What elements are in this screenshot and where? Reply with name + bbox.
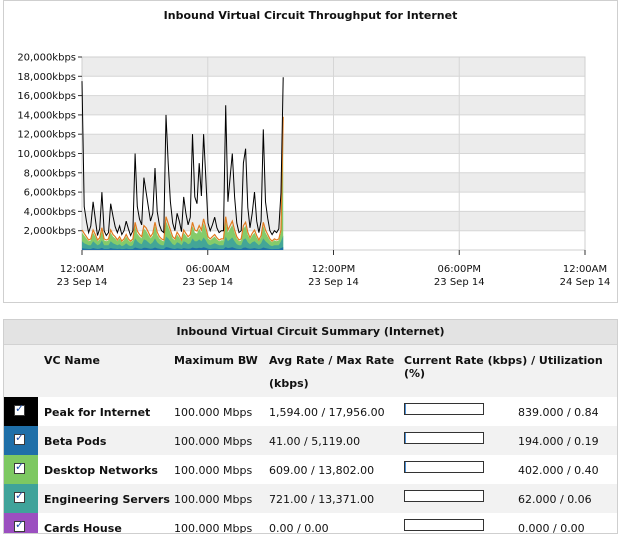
table-row: Cards House 100.000 Mbps 0.00 / 0.00 0.000 … (4, 513, 617, 534)
table-row: Engineering Servers 100.000 Mbps 721.00 / … (4, 484, 617, 513)
x-tick-time: 12:00PM (312, 264, 355, 275)
table-row: Peak for Internet 100.000 Mbps 1,594.00 / … (4, 397, 617, 426)
max-bw: 100.000 Mbps (174, 522, 252, 534)
table-row: Desktop Networks 100.000 Mbps 609.00 / 13,… (4, 455, 617, 484)
max-bw: 100.000 Mbps (174, 464, 252, 477)
x-tick-time: 12:00AM (60, 264, 104, 275)
y-tick-label: 20,000kbps (17, 53, 76, 64)
max-bw: 100.000 Mbps (174, 406, 252, 419)
throughput-chart-panel: Inbound Virtual Circuit Throughput for I… (3, 0, 618, 303)
series-checkbox[interactable] (14, 492, 25, 503)
summary-rows: Peak for Internet 100.000 Mbps 1,594.00 / … (4, 397, 617, 534)
vc-name: Desktop Networks (44, 464, 158, 477)
series-color-swatch (4, 426, 38, 455)
x-tick-time: 06:00AM (186, 264, 230, 275)
x-tick-date: 23 Sep 14 (308, 277, 359, 288)
col-header-avg-max: Avg Rate / Max Rate (269, 354, 394, 367)
summary-panel: Inbound Virtual Circuit Summary (Interne… (3, 319, 618, 534)
x-tick-date: 23 Sep 14 (434, 277, 485, 288)
avg-max-rate: 1,594.00 / 17,956.00 (269, 406, 385, 419)
y-tick-label: 2,000kbps (24, 226, 76, 237)
throughput-chart: 20,000kbps 18,000kbps 16,000kbps 14,000kbps… (4, 1, 617, 302)
y-tick-label: 6,000kbps (24, 188, 76, 199)
current-rate: 62.000 / 0.06 (518, 493, 592, 506)
utilization-bar (404, 490, 484, 502)
x-tick-date: 23 Sep 14 (182, 277, 233, 288)
max-bw: 100.000 Mbps (174, 493, 252, 506)
vc-name: Cards House (44, 522, 122, 534)
y-tick-label: 18,000kbps (17, 72, 76, 83)
series-color-swatch (4, 397, 38, 426)
utilization-bar (404, 519, 484, 531)
avg-max-rate: 41.00 / 5,119.00 (269, 435, 360, 448)
summary-title: Inbound Virtual Circuit Summary (Interne… (4, 320, 617, 345)
current-rate: 194.000 / 0.19 (518, 435, 599, 448)
current-rate: 0.000 / 0.00 (518, 522, 585, 534)
utilization-fill (405, 404, 406, 414)
series-color-swatch (4, 513, 38, 534)
x-tick-time: 12:00AM (563, 264, 607, 275)
x-tick-date: 23 Sep 14 (57, 277, 108, 288)
series-checkbox[interactable] (14, 405, 25, 416)
summary-header: VC Name Maximum BW Avg Rate / Max Rate (… (4, 345, 617, 397)
x-tick-date: 24 Sep 14 (560, 277, 611, 288)
avg-max-rate: 609.00 / 13,802.00 (269, 464, 374, 477)
x-tick-time: 06:00PM (438, 264, 481, 275)
current-rate: 839.000 / 0.84 (518, 406, 599, 419)
y-tick-label: 16,000kbps (17, 91, 76, 102)
col-header-vc-name: VC Name (44, 354, 100, 367)
y-tick-label: 14,000kbps (17, 110, 76, 121)
series-color-swatch (4, 455, 38, 484)
col-header-avg-max-unit: (kbps) (269, 377, 309, 390)
max-bw: 100.000 Mbps (174, 435, 252, 448)
vc-name: Engineering Servers (44, 493, 170, 506)
series-checkbox[interactable] (14, 434, 25, 445)
y-tick-label: 8,000kbps (24, 168, 76, 179)
vc-name: Peak for Internet (44, 406, 150, 419)
y-tick-label: 4,000kbps (24, 207, 76, 218)
y-tick-label: 12,000kbps (17, 130, 76, 141)
avg-max-rate: 721.00 / 13,371.00 (269, 493, 374, 506)
avg-max-rate: 0.00 / 0.00 (269, 522, 329, 534)
series-checkbox[interactable] (14, 463, 25, 474)
utilization-bar (404, 432, 484, 444)
series-color-swatch (4, 484, 38, 513)
y-tick-label: 10,000kbps (17, 149, 76, 160)
table-row: Beta Pods 100.000 Mbps 41.00 / 5,119.00 194… (4, 426, 617, 455)
vc-name: Beta Pods (44, 435, 106, 448)
utilization-bar (404, 461, 484, 473)
current-rate: 402.000 / 0.40 (518, 464, 599, 477)
col-header-max-bw: Maximum BW (174, 354, 258, 367)
utilization-bar (404, 403, 484, 415)
col-header-current: Current Rate (kbps) / Utilization (%) (404, 354, 617, 380)
